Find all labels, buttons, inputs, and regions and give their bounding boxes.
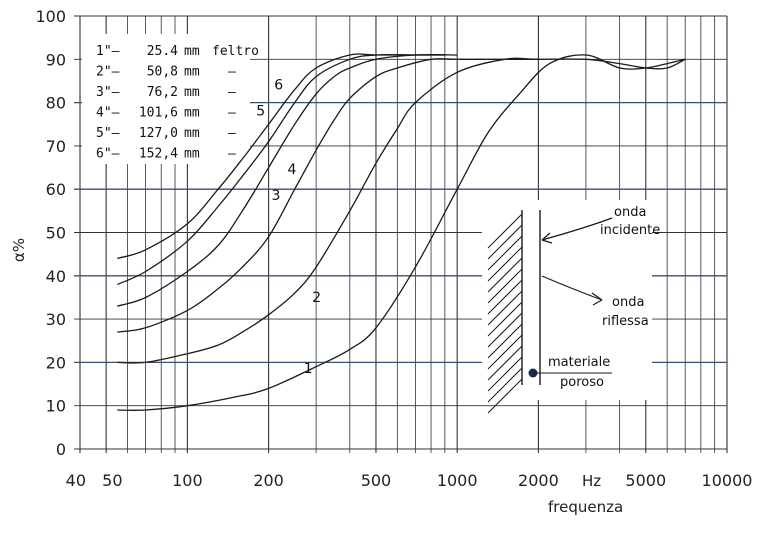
legend-entry-number: 6"– — [96, 147, 120, 162]
y-tick-label: 70 — [46, 137, 66, 156]
legend-entry-note: feltro — [212, 44, 259, 59]
legend-box — [82, 34, 250, 164]
x-tick-label: 2000 — [518, 471, 559, 490]
hatch-line — [487, 312, 523, 348]
series-line-1 — [117, 54, 686, 412]
inset-label-incident-2: incidente — [600, 223, 660, 238]
x-tick-label: 10000 — [702, 471, 753, 490]
incident-wave-arrow — [541, 217, 613, 241]
x-axis-unit: Hz — [582, 472, 601, 490]
x-tick-label: 1000 — [437, 471, 478, 490]
legend-entry-unit: mm — [184, 85, 200, 100]
y-tick-label: 60 — [46, 180, 66, 199]
y-tick-label: 20 — [46, 353, 66, 372]
inset-label-reflected-1: onda — [612, 295, 644, 310]
hatch-line — [487, 378, 523, 414]
legend-entry-value: 101,6 — [139, 106, 178, 121]
hatch-line — [487, 257, 523, 293]
y-tick-label: 100 — [35, 7, 66, 26]
inset-label-material-1: materiale — [548, 355, 610, 370]
reflected-wave-arrow — [541, 275, 603, 301]
x-tick-label: 50 — [102, 471, 122, 490]
hatch-line — [487, 290, 523, 326]
legend-entry-value: 25.4 — [147, 44, 178, 59]
legend-entry-unit: mm — [184, 65, 200, 80]
legend: 1"– 25.4 mm feltro 2"– 50,8 mm – 3"– 76,2 mm – 4"– 10… — [82, 34, 259, 164]
hatch-line — [487, 301, 523, 337]
hatch-line — [487, 334, 523, 370]
legend-entry-note: – — [228, 106, 236, 121]
legend-entry-value: 152,4 — [139, 147, 178, 162]
legend-entry-unit: mm — [184, 106, 200, 121]
legend-entry-number: 3"– — [96, 85, 120, 100]
wall-hatching — [487, 213, 523, 414]
y-tick-label: 30 — [46, 310, 66, 329]
legend-entry-value: 76,2 — [147, 85, 178, 100]
legend-entry-number: 1"– — [96, 44, 120, 59]
legend-entry-unit: mm — [184, 44, 200, 59]
inset-label-incident-1: onda — [614, 205, 646, 220]
curve-label-6: 6 — [274, 78, 283, 94]
y-tick-label: 80 — [46, 94, 66, 113]
legend-entry-value: 127,0 — [139, 126, 178, 141]
x-tick-labels: 40 50 100 200 500 1000 2000 5000 10000 — [66, 471, 753, 490]
inset-illustration: onda incidente onda riflessa materiale p… — [482, 200, 660, 414]
x-axis-label: frequenza — [548, 498, 623, 516]
hatch-line — [487, 246, 523, 282]
hatch-line — [487, 323, 523, 359]
hatch-line — [487, 235, 523, 271]
legend-entry-note: – — [228, 147, 236, 162]
y-tick-label: 0 — [56, 440, 66, 459]
series-line-2 — [117, 57, 686, 364]
hatch-line — [487, 345, 523, 381]
x-tick-label: 40 — [66, 471, 86, 490]
legend-entry-note: – — [228, 85, 236, 100]
x-tick-label: 5000 — [625, 471, 666, 490]
hatch-line — [487, 224, 523, 260]
legend-entry-unit: mm — [184, 147, 200, 162]
series-line-4 — [117, 53, 458, 307]
legend-entry-value: 50,8 — [147, 65, 178, 80]
series-line-6 — [117, 53, 445, 260]
x-tick-label: 200 — [253, 471, 284, 490]
legend-entry-number: 4"– — [96, 106, 120, 121]
x-tick-label: 500 — [361, 471, 392, 490]
legend-entry-number: 2"– — [96, 65, 120, 80]
y-tick-label: 10 — [46, 397, 66, 416]
y-axis-label: α% — [10, 238, 28, 262]
hatch-line — [487, 268, 523, 304]
curve-label-1: 1 — [304, 361, 313, 377]
legend-entry-number: 5"– — [96, 126, 120, 141]
hatch-line — [487, 279, 523, 315]
curve-label-3: 3 — [271, 188, 280, 204]
reflected-arrowhead — [591, 292, 603, 306]
legend-entry-note: – — [228, 65, 236, 80]
hatch-line — [487, 356, 523, 392]
curve-label-4: 4 — [287, 162, 296, 178]
hatch-line — [487, 367, 523, 403]
inset-label-material-2: poroso — [560, 375, 604, 390]
curve-label-5: 5 — [256, 104, 265, 120]
x-tick-label: 100 — [172, 471, 203, 490]
legend-entry-unit: mm — [184, 126, 200, 141]
series-line-3 — [117, 58, 539, 333]
y-tick-label: 90 — [46, 50, 66, 69]
y-tick-label: 50 — [46, 224, 66, 243]
inset-label-reflected-2: riflessa — [602, 314, 649, 329]
incident-arrowhead — [541, 232, 553, 244]
curve-label-2: 2 — [312, 290, 321, 306]
legend-entry-note: – — [228, 126, 236, 141]
hatch-line — [487, 213, 523, 249]
y-tick-labels: 0 10 20 30 40 50 60 70 80 90 100 — [35, 7, 66, 459]
curves — [117, 53, 686, 412]
y-tick-label: 40 — [46, 267, 66, 286]
